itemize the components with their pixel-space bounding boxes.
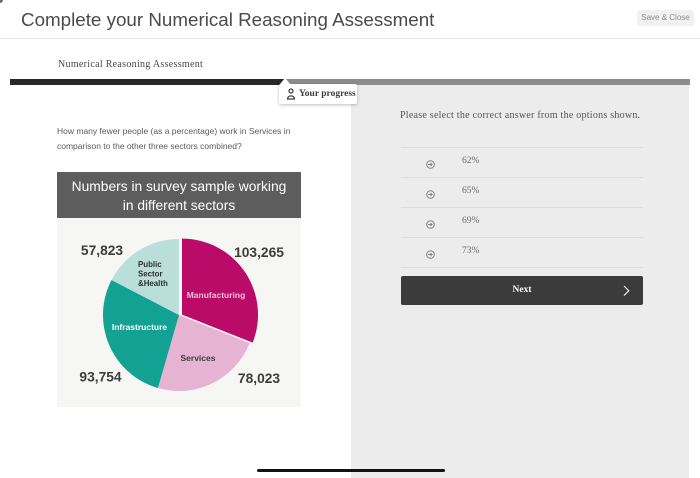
svg-text:57,823: 57,823 [81, 243, 124, 258]
svg-text:Public: Public [138, 260, 162, 269]
svg-text:&Health: &Health [138, 279, 168, 288]
svg-text:Manufacturing: Manufacturing [187, 290, 246, 300]
svg-text:Services: Services [181, 353, 216, 363]
svg-text:93,754: 93,754 [79, 370, 122, 385]
svg-text:78,023: 78,023 [238, 371, 281, 386]
svg-text:Infrastructure: Infrastructure [112, 322, 168, 332]
svg-text:Sector: Sector [138, 270, 163, 279]
svg-text:103,265: 103,265 [234, 245, 284, 260]
